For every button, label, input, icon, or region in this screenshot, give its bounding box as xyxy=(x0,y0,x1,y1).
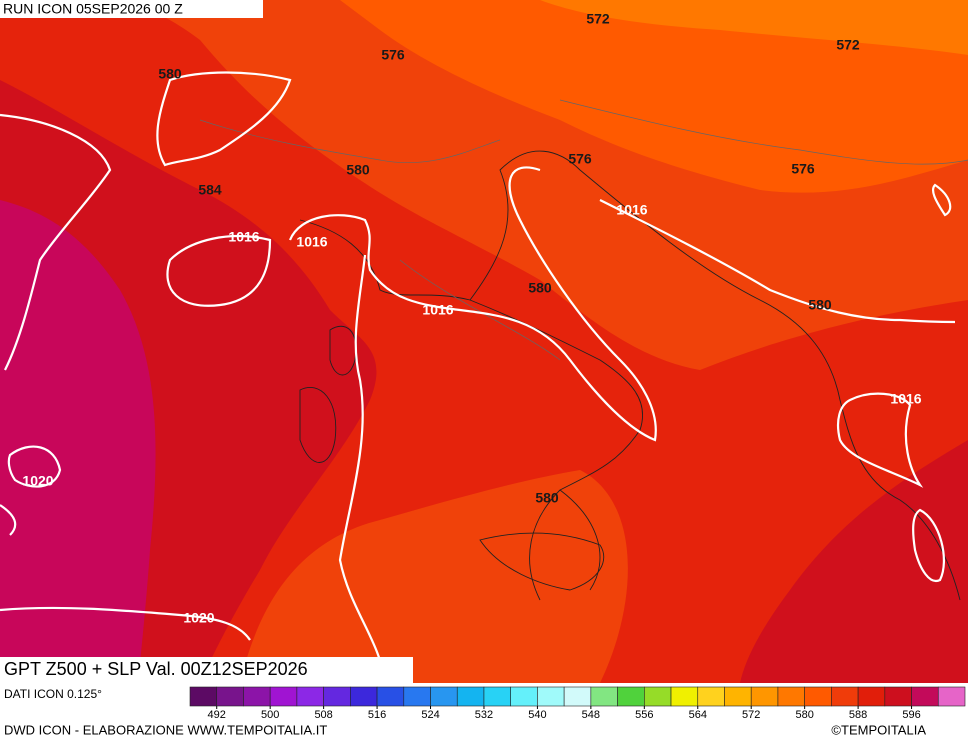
pressure-label: 1016 xyxy=(422,302,453,318)
legend-tick-label: 532 xyxy=(475,709,493,721)
legend-tick-label: 588 xyxy=(849,709,867,721)
coastline xyxy=(299,150,961,601)
legend-swatch xyxy=(323,686,351,707)
title-box xyxy=(0,657,413,683)
legend-swatch xyxy=(911,686,939,707)
legend-swatch xyxy=(430,686,458,707)
isobar xyxy=(836,392,924,488)
legend-swatch xyxy=(777,686,805,707)
legend-swatch xyxy=(617,686,645,707)
isobar xyxy=(156,71,292,167)
legend-tick-label: 524 xyxy=(421,709,439,721)
geopotential-label: 572 xyxy=(836,37,860,53)
legend-swatch xyxy=(697,686,725,707)
legend-tick-label: 556 xyxy=(635,709,653,721)
legend-tick-label: 572 xyxy=(742,709,760,721)
isobar xyxy=(912,183,952,583)
legend-swatch xyxy=(216,686,244,707)
legend-swatch xyxy=(537,686,565,707)
isobar xyxy=(0,606,251,641)
band-576-south xyxy=(240,470,628,683)
legend-swatch xyxy=(376,686,405,707)
map xyxy=(0,0,968,684)
legend-swatch xyxy=(189,686,218,707)
band-584-east xyxy=(740,440,968,683)
legend-swatch xyxy=(857,686,886,707)
legend-swatch xyxy=(403,686,431,707)
legend-tick-label: 564 xyxy=(689,709,707,721)
legend-swatch xyxy=(563,686,592,707)
islands xyxy=(299,325,605,591)
band-568 xyxy=(540,0,968,55)
legend-swatch xyxy=(269,686,298,707)
isobar xyxy=(0,113,112,371)
credit: DWD ICON - ELABORAZIONE WWW.TEMPOITALIA.… xyxy=(4,722,327,737)
header-box xyxy=(0,0,263,18)
legend-tick-label: 596 xyxy=(902,709,920,721)
legend-tick-label: 548 xyxy=(582,709,600,721)
geopotential-label: 576 xyxy=(791,161,815,177)
geopotential-label: 576 xyxy=(381,47,405,63)
legend-tick-label: 580 xyxy=(795,709,813,721)
legend-swatch xyxy=(644,686,672,707)
legend-tick-label: 492 xyxy=(208,709,226,721)
map-title: GPT Z500 + SLP Val. 00Z12SEP2026 xyxy=(4,659,308,679)
geopotential-label: 580 xyxy=(158,66,182,82)
legend-tick-label: 508 xyxy=(314,709,332,721)
pressure-label: 1016 xyxy=(228,229,259,245)
geopotential-label: 572 xyxy=(586,11,610,27)
isobar xyxy=(338,254,387,684)
copyright: ©TEMPOITALIA xyxy=(831,722,926,737)
pressure-label: 1016 xyxy=(890,391,921,407)
legend-swatch xyxy=(510,686,538,707)
legend-tick-label: 500 xyxy=(261,709,279,721)
geopotential-label: 580 xyxy=(808,297,832,313)
pressure-label: 1016 xyxy=(616,202,647,218)
legend-swatch xyxy=(590,686,618,707)
geopotential-label: 580 xyxy=(346,162,370,178)
geopotential-label: 580 xyxy=(535,490,559,506)
legend-swatch xyxy=(483,686,511,707)
legend-swatch xyxy=(831,686,859,707)
run-label: RUN ICON 05SEP2026 00 Z xyxy=(3,1,183,17)
pressure-label: 1016 xyxy=(296,234,327,250)
legend-tick-label: 540 xyxy=(528,709,546,721)
legend-swatch xyxy=(750,686,779,707)
legend-swatch xyxy=(456,686,485,707)
legend-swatch xyxy=(884,686,912,707)
band-572 xyxy=(340,0,968,193)
resolution: DATI ICON 0.125° xyxy=(4,687,102,701)
isobar xyxy=(166,234,272,307)
geopotential-label: 576 xyxy=(568,151,592,167)
legend-swatch xyxy=(670,686,699,707)
pressure-label: 1020 xyxy=(183,610,214,626)
legend-swatch xyxy=(937,686,966,707)
geopotential-label: 580 xyxy=(528,280,552,296)
pressure-label: 1020 xyxy=(22,473,53,489)
legend-swatch xyxy=(243,686,271,707)
legend-swatch xyxy=(724,686,752,707)
legend-swatch xyxy=(350,686,378,707)
isobar xyxy=(0,445,62,536)
isobar xyxy=(288,166,657,442)
geopotential-label: 584 xyxy=(198,182,222,198)
legend-swatch xyxy=(296,686,324,707)
legend-tick-label: 516 xyxy=(368,709,386,721)
isobar xyxy=(599,199,956,324)
legend-swatch xyxy=(804,686,832,707)
band-588 xyxy=(0,200,156,683)
